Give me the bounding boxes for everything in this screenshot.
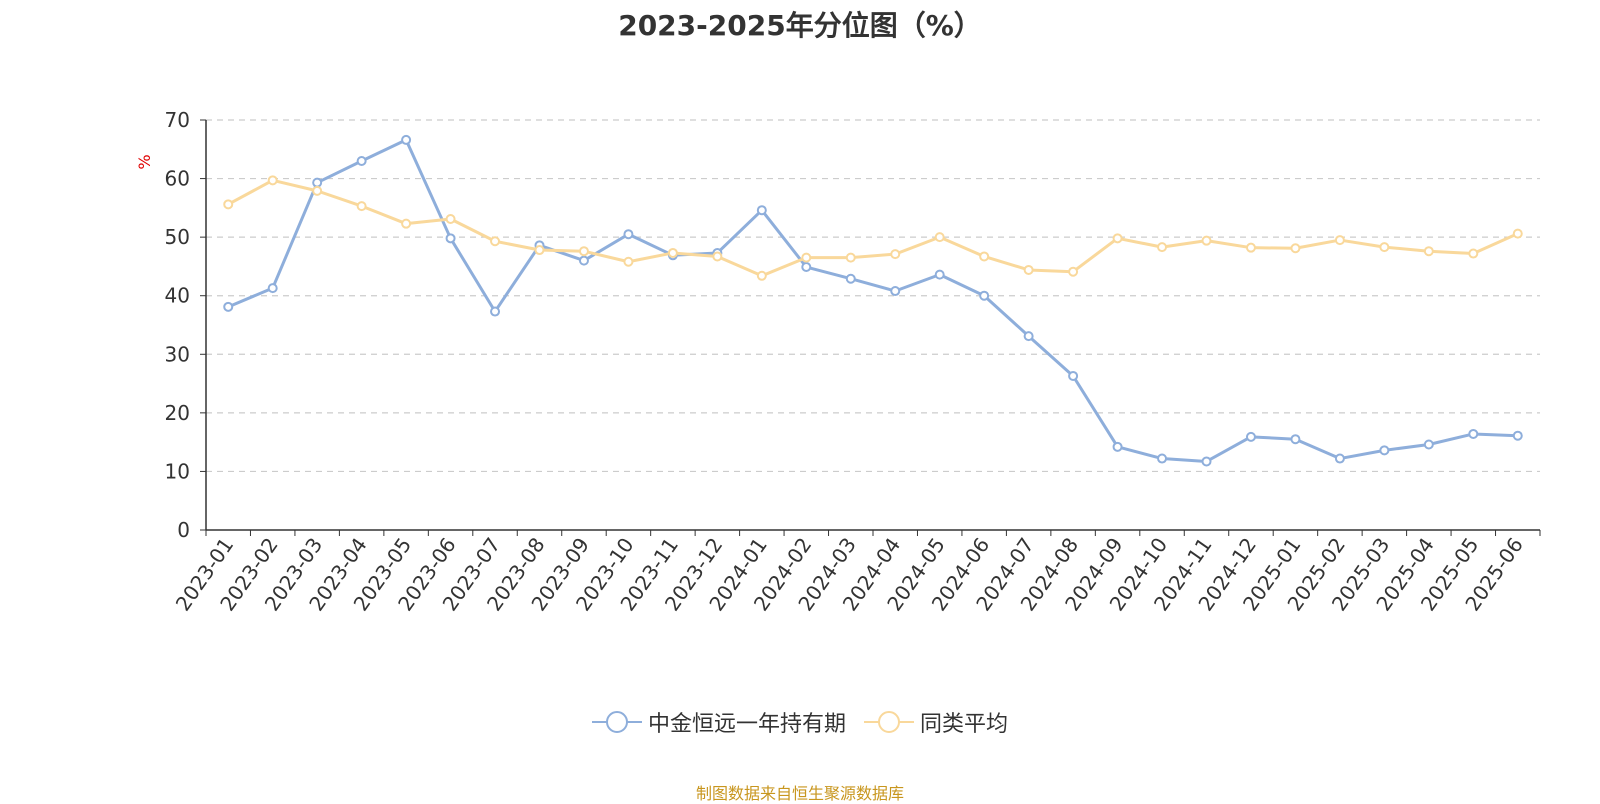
series-1-point xyxy=(1068,266,1079,277)
series-0-point xyxy=(1512,430,1523,441)
series-0-point xyxy=(1290,434,1301,445)
series-0-point xyxy=(401,134,412,145)
series-0-point xyxy=(223,301,234,312)
series-0-point xyxy=(890,286,901,297)
series-line-0 xyxy=(227,138,1518,463)
series-0-point xyxy=(623,229,634,240)
series-1-point xyxy=(534,245,545,256)
y-tick-label: 70 xyxy=(165,108,190,132)
series-0-point xyxy=(1245,431,1256,442)
series-0-point xyxy=(1023,331,1034,342)
y-tick-label: 40 xyxy=(165,284,190,308)
series-1-point xyxy=(1157,242,1168,253)
series-1-point xyxy=(712,251,723,262)
series-0-point xyxy=(1068,370,1079,381)
y-axis-label: % xyxy=(135,154,154,169)
series-1-point xyxy=(312,185,323,196)
legend-item-fund[interactable]: 中金恒远一年持有期 xyxy=(591,706,846,738)
y-tick-label: 20 xyxy=(165,401,190,425)
legend-label-peer-average: 同类平均 xyxy=(920,712,1009,737)
series-0-point xyxy=(845,273,856,284)
series-0-point xyxy=(1157,453,1168,464)
series-1-point xyxy=(1023,264,1034,275)
series-1-point xyxy=(667,247,678,258)
series-0-point xyxy=(979,290,990,301)
series-1-point xyxy=(490,236,501,247)
series-1-point xyxy=(1290,243,1301,254)
series-1-point xyxy=(845,252,856,263)
series-1-point xyxy=(578,246,589,257)
series-0-point xyxy=(1379,445,1390,456)
y-tick-label: 30 xyxy=(165,342,190,366)
legend-label-fund: 中金恒远一年持有期 xyxy=(647,712,846,737)
series-1-point xyxy=(445,213,456,224)
series-1-point xyxy=(1245,242,1256,253)
y-tick-label: 10 xyxy=(165,459,190,483)
series-0-point xyxy=(356,156,367,166)
series-0-point xyxy=(267,283,278,294)
series-1-point xyxy=(267,175,278,186)
series-0-point xyxy=(1334,453,1345,464)
series-0-point xyxy=(1112,441,1123,452)
y-tick-label: 0 xyxy=(177,518,190,542)
series-1-point xyxy=(979,251,990,262)
series-0-point xyxy=(1201,456,1212,467)
chart-legend: 中金恒远一年持有期 同类平均 xyxy=(0,706,1600,738)
series-0-point xyxy=(1468,428,1479,439)
series-1-point xyxy=(801,252,812,263)
chart-title: 2023-2025年分位图（%） xyxy=(618,9,982,42)
source-note: 制图数据来自恒生聚源数据库 xyxy=(695,784,904,803)
series-0-point xyxy=(578,255,589,266)
series-1-point xyxy=(1468,248,1479,259)
series-0-point xyxy=(312,177,323,188)
series-line-1 xyxy=(227,178,1519,278)
series-1-point xyxy=(1512,228,1523,239)
series-1-point xyxy=(934,232,945,243)
legend-swatch-fund-icon xyxy=(591,711,642,733)
series-0-point xyxy=(756,205,767,216)
series-1-point xyxy=(401,218,412,229)
legend-swatch-peer-average-icon xyxy=(864,711,914,733)
y-tick-label: 50 xyxy=(165,225,190,249)
series-1-point xyxy=(1334,235,1345,246)
series-0-point xyxy=(490,306,501,317)
series-1-point xyxy=(623,256,634,267)
series-1-point xyxy=(1112,233,1123,244)
series-0-point xyxy=(1423,439,1434,450)
series-1-point xyxy=(223,199,234,210)
legend-item-peer-average[interactable]: 同类平均 xyxy=(864,706,1008,738)
series-1-point xyxy=(356,201,367,212)
series-1-point xyxy=(1201,235,1212,246)
series-1-point xyxy=(756,270,767,281)
series-0-point xyxy=(934,269,945,280)
series-1-point xyxy=(1423,246,1434,257)
series-0-point xyxy=(801,262,812,273)
series-1-point xyxy=(890,249,901,260)
line-chart: 010203040506070%2023-012023-022023-03202… xyxy=(135,108,1541,615)
y-tick-label: 60 xyxy=(165,167,190,191)
series-1-point xyxy=(1379,242,1390,253)
series-0-point xyxy=(445,233,456,244)
